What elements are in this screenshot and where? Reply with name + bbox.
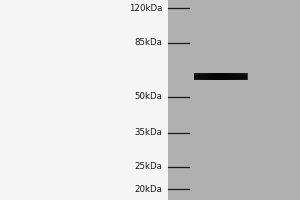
Bar — [244, 73, 245, 80]
Bar — [194, 76, 247, 77]
Bar — [195, 73, 196, 80]
Bar — [211, 73, 212, 80]
Bar — [239, 73, 240, 80]
Bar — [220, 73, 221, 80]
Bar — [214, 73, 215, 80]
Bar — [207, 73, 208, 80]
Bar — [201, 73, 202, 80]
Bar — [237, 73, 238, 80]
Bar — [202, 73, 203, 80]
Bar — [225, 73, 226, 80]
Bar — [230, 73, 231, 80]
Bar — [223, 73, 224, 80]
Text: 50kDa: 50kDa — [134, 92, 162, 101]
Bar — [234, 73, 235, 80]
Bar — [194, 75, 247, 76]
Bar — [222, 73, 223, 80]
Bar — [196, 73, 197, 80]
Bar — [246, 73, 247, 80]
Bar — [214, 73, 215, 80]
Bar — [242, 73, 243, 80]
Bar — [194, 74, 247, 75]
Bar — [194, 77, 247, 78]
Bar — [220, 73, 221, 80]
Bar — [226, 73, 227, 80]
Text: 25kDa: 25kDa — [134, 162, 162, 171]
Bar — [0, 0, 168, 200]
Bar — [194, 73, 247, 74]
Bar — [194, 78, 247, 79]
Bar — [247, 73, 248, 80]
Bar — [203, 73, 204, 80]
Bar — [205, 73, 206, 80]
Bar — [243, 73, 244, 80]
Bar — [235, 73, 236, 80]
Bar — [245, 73, 246, 80]
Bar — [209, 73, 210, 80]
Bar — [204, 73, 205, 80]
Bar — [197, 73, 199, 80]
Bar — [233, 73, 234, 80]
Bar — [227, 73, 228, 80]
Bar — [233, 73, 234, 80]
Bar — [194, 73, 195, 80]
Bar — [212, 73, 213, 80]
Text: 35kDa: 35kDa — [134, 128, 162, 137]
Text: 85kDa: 85kDa — [134, 38, 162, 47]
Bar — [194, 77, 247, 78]
Bar — [215, 73, 216, 80]
Bar — [221, 73, 222, 80]
Bar — [194, 78, 247, 79]
Text: 120kDa: 120kDa — [129, 4, 162, 13]
Bar — [206, 73, 207, 80]
Bar — [231, 73, 232, 80]
Bar — [240, 73, 241, 80]
Bar — [194, 73, 247, 74]
Bar — [218, 73, 219, 80]
Bar — [213, 73, 214, 80]
Bar — [219, 73, 220, 80]
Bar — [204, 73, 205, 80]
Bar — [194, 79, 247, 80]
Bar — [226, 73, 227, 80]
Bar — [206, 73, 207, 80]
Text: 20kDa: 20kDa — [134, 185, 162, 194]
Bar — [236, 73, 237, 80]
Bar — [232, 73, 233, 80]
Bar — [194, 78, 247, 79]
Bar — [194, 74, 247, 75]
Bar — [239, 73, 240, 80]
Bar — [210, 73, 211, 80]
Bar — [223, 73, 224, 80]
Bar — [231, 73, 232, 80]
Bar — [199, 73, 200, 80]
Bar — [194, 76, 247, 77]
Bar — [194, 79, 247, 80]
Bar — [217, 73, 218, 80]
Bar — [229, 73, 230, 80]
Bar — [218, 73, 220, 80]
Bar — [216, 73, 217, 80]
Bar — [238, 73, 239, 80]
Bar — [229, 73, 230, 80]
Bar — [197, 73, 198, 80]
Bar — [245, 73, 246, 80]
Bar — [241, 73, 242, 80]
Bar — [208, 73, 209, 80]
Bar — [224, 73, 225, 80]
Bar — [200, 73, 201, 80]
Bar — [237, 73, 238, 80]
Bar — [194, 79, 247, 80]
Bar — [194, 75, 247, 76]
Bar — [208, 73, 209, 80]
Bar — [228, 73, 229, 80]
Bar — [217, 73, 218, 80]
Bar — [224, 73, 226, 80]
Bar — [198, 73, 199, 80]
Bar — [168, 0, 300, 200]
Bar — [202, 73, 203, 80]
Bar — [212, 73, 213, 80]
Bar — [210, 73, 211, 80]
